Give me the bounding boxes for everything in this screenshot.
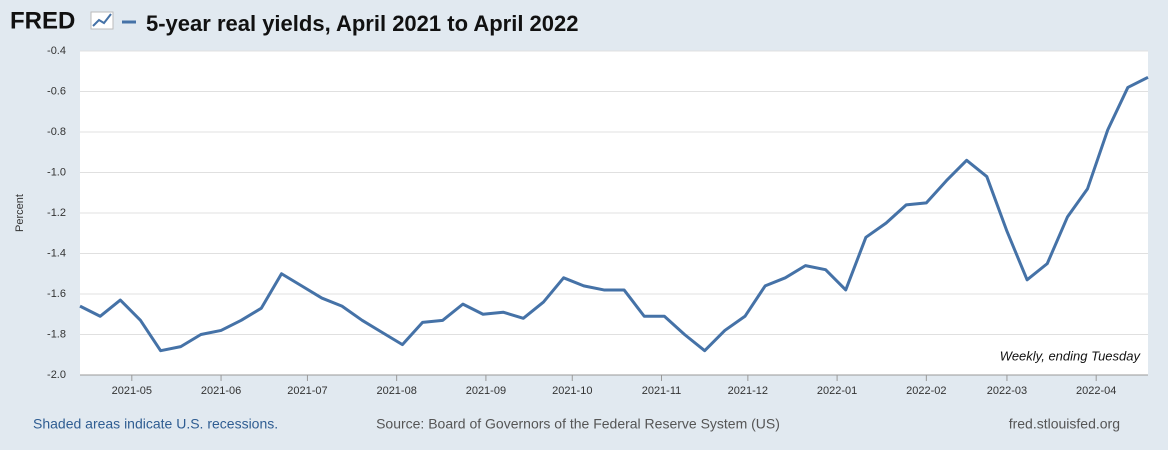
x-tick-label: 2021-12 [728,385,768,397]
y-tick-label: -0.4 [47,45,66,57]
x-tick-label: 2021-09 [466,385,506,397]
y-tick-label: -1.8 [47,328,66,340]
y-tick-label: -2.0 [47,369,66,381]
chart-title: 5-year real yields, April 2021 to April … [146,11,578,36]
x-tick-label: 2021-05 [112,385,152,397]
x-tick-label: 2021-08 [376,385,416,397]
x-tick-label: 2021-07 [287,385,327,397]
line-series [79,75,1149,353]
x-tick-label: 2021-06 [201,385,241,397]
y-axis-label: Percent [14,194,26,232]
y-tick-label: -0.8 [47,126,66,138]
y-tick-label: -1.0 [47,166,66,178]
footer-url[interactable]: fred.stlouisfed.org [1009,416,1120,432]
logo-icon [90,11,114,30]
annotation: Weekly, ending Tuesday [1000,348,1142,363]
y-tick-label: -1.6 [47,288,66,300]
y-tick-label: -0.6 [47,85,66,97]
y-tick-label: -1.4 [47,247,66,259]
x-tick-label: 2022-03 [987,385,1027,397]
footer-source: Source: Board of Governors of the Federa… [376,416,780,432]
x-tick-label: 2022-02 [906,385,946,397]
y-tick-label: -1.2 [47,207,66,219]
logo: FRED [10,7,75,34]
footer-left[interactable]: Shaded areas indicate U.S. recessions. [33,416,278,432]
x-tick-label: 2021-10 [552,385,592,397]
x-tick-label: 2021-11 [642,385,682,397]
x-tick-label: 2022-01 [817,385,857,397]
x-tick-label: 2022-04 [1076,385,1116,397]
